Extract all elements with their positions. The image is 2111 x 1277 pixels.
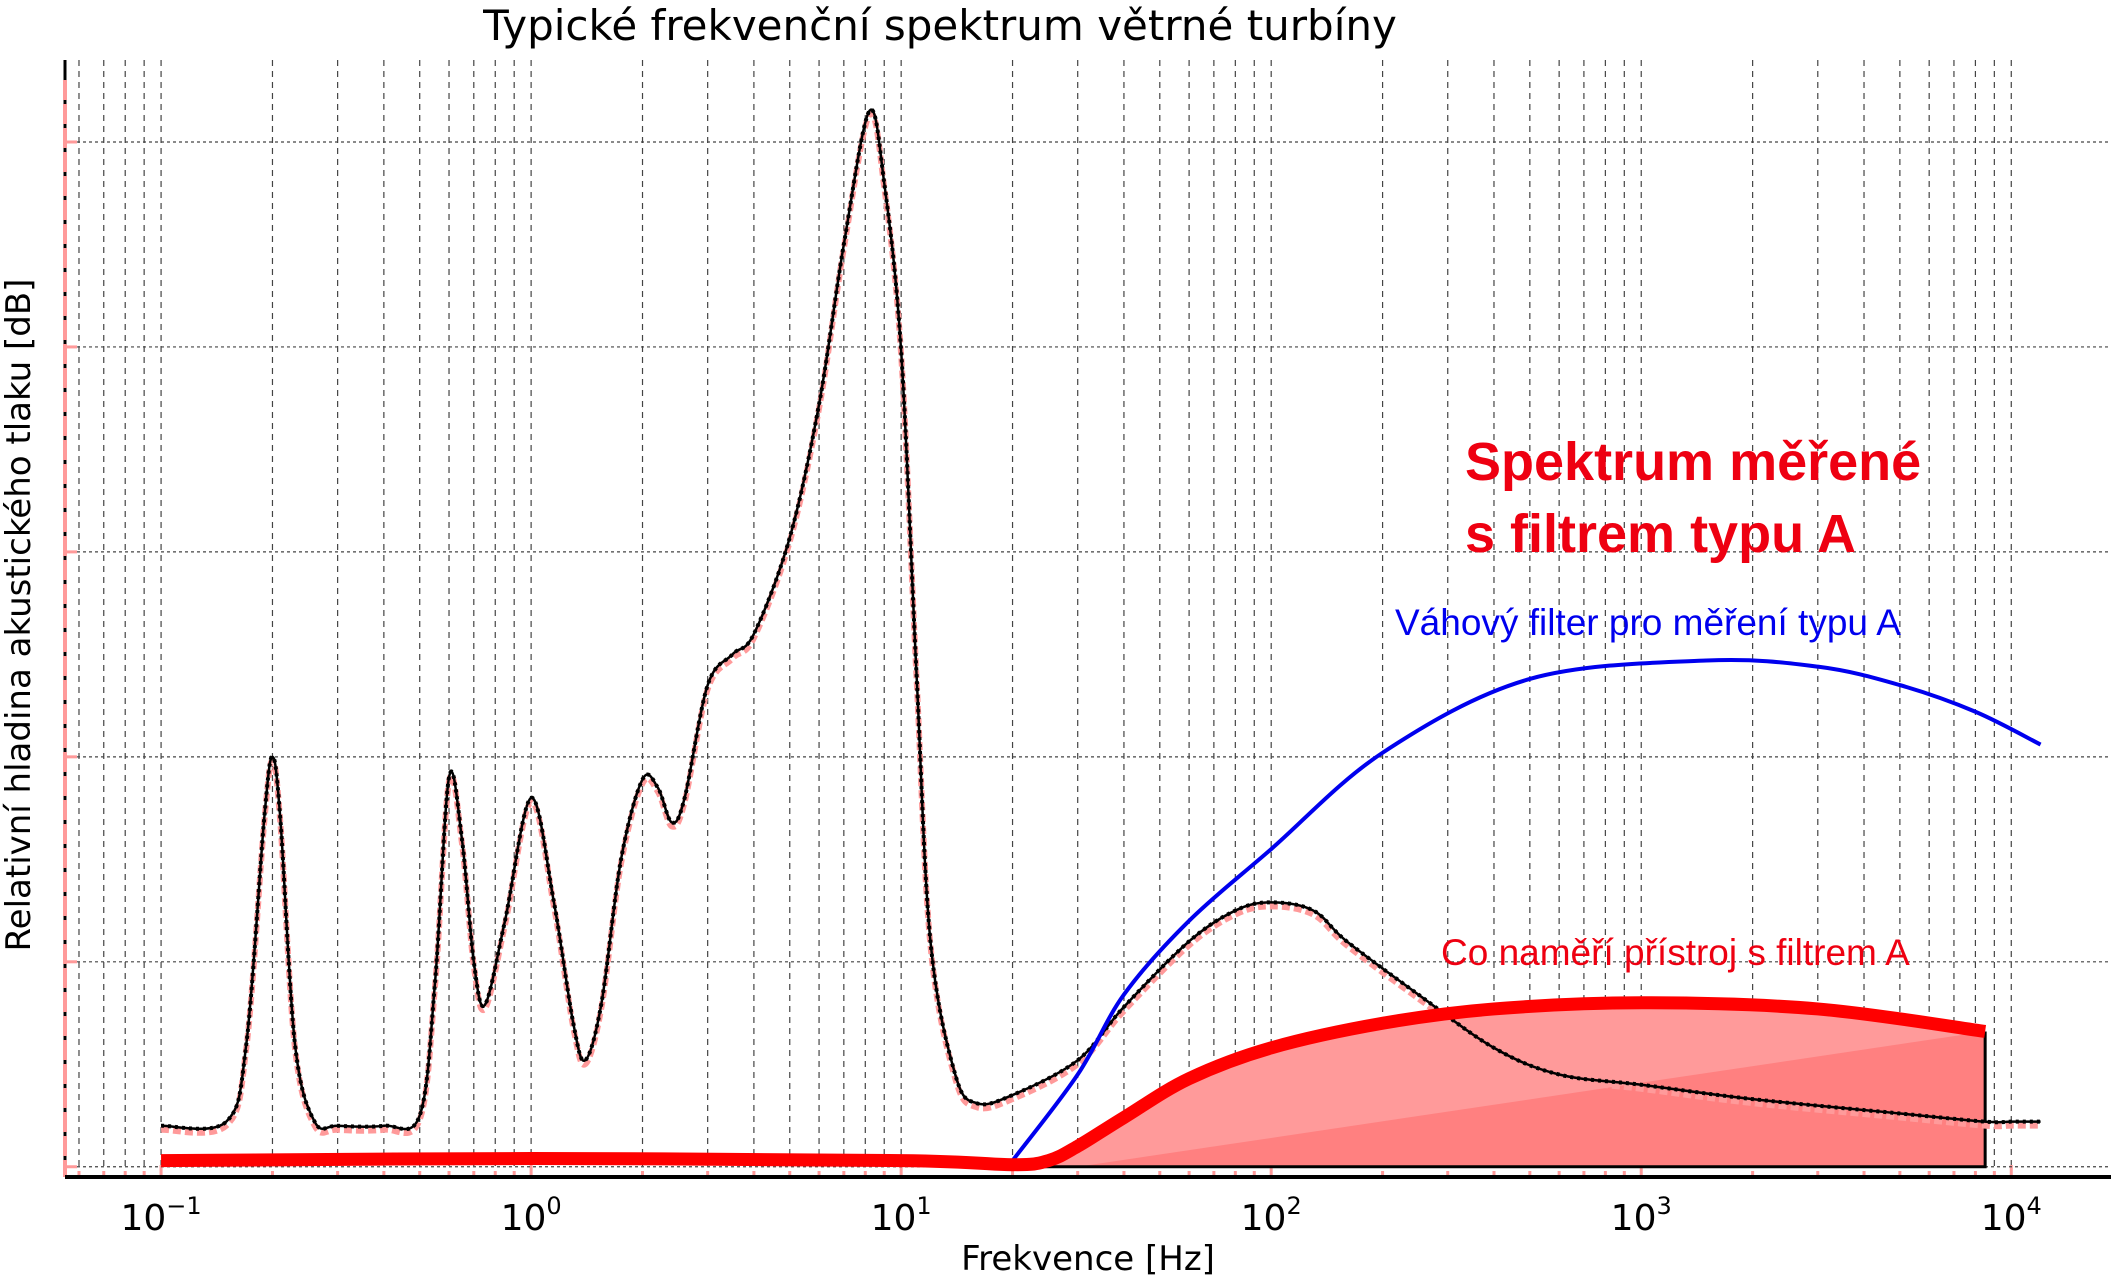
x-tick-label: 101 (871, 1192, 932, 1239)
x-tick-labels: 10−1 100 101 102 103 104 (120, 1192, 2041, 1239)
measured-area-fill (1027, 1002, 1987, 1169)
measured-fill-outline (1027, 1031, 1987, 1169)
x-axis-label: Frekvence [Hz] (961, 1239, 1215, 1277)
annotation-measured-title-2: s filtrem typu A (1465, 504, 1856, 564)
series-lines (160, 107, 2042, 1172)
chart-title: Typické frekvenční spektrum větrné turbí… (482, 1, 1397, 50)
spectrum-shadow-line (160, 110, 2041, 1136)
x-tick-label: 103 (1611, 1192, 1672, 1239)
annotation-a-filter: Váhový filter pro měření typu A (1395, 602, 1901, 643)
annotation-measured-title-1: Spektrum měřené (1465, 432, 1921, 492)
y-axis-label: Relativní hladina akustického tlaku [dB] (0, 279, 39, 952)
measured-line (161, 996, 1987, 1172)
x-tick-label: 104 (1981, 1192, 2042, 1239)
axes (63, 60, 2111, 1179)
a-filter-line (1010, 657, 2042, 1162)
x-tick-label: 100 (501, 1192, 562, 1239)
x-tick-label: 10−1 (120, 1192, 201, 1239)
annotation-instrument-reading: Co naměří přístroj s filtrem A (1441, 932, 1910, 973)
measured-fill-dark (1077, 1031, 1986, 1167)
spectrum-dotted-line (160, 107, 2041, 1131)
x-tick-label: 102 (1241, 1192, 1302, 1239)
